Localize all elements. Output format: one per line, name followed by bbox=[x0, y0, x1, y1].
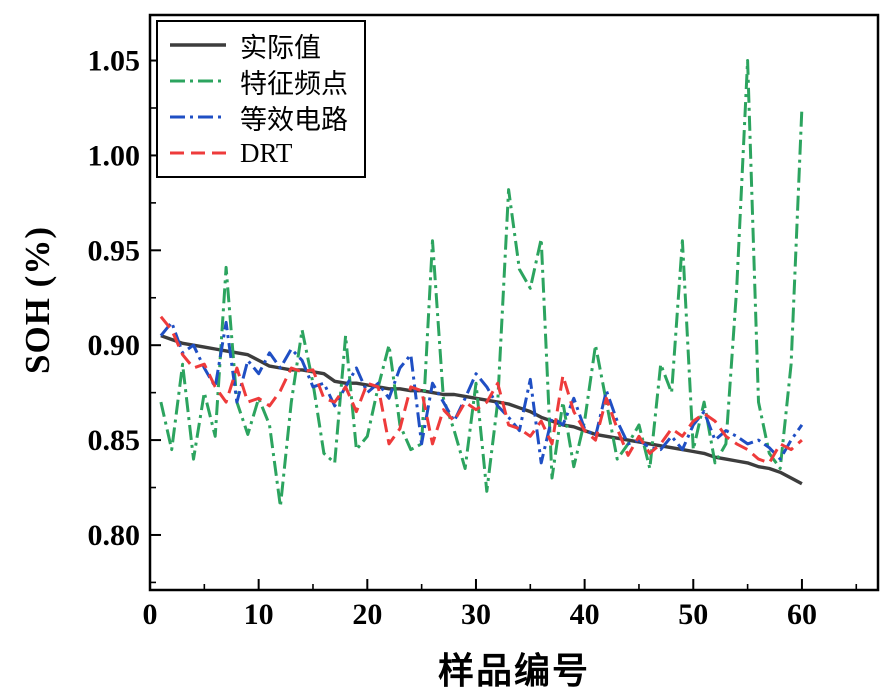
series-line-3 bbox=[159, 315, 803, 465]
plot-frame bbox=[148, 13, 880, 592]
y-tick-label: 0.85 bbox=[88, 424, 141, 457]
legend-item-actual: 实际值 bbox=[168, 27, 348, 63]
x-axis-title: 样品编号 bbox=[437, 651, 590, 691]
series-line-2 bbox=[159, 320, 804, 465]
y-axis-title: SOH (%) bbox=[18, 226, 57, 374]
y-tick-label: 0.95 bbox=[88, 234, 141, 267]
y-tick-label: 1.05 bbox=[88, 45, 141, 78]
legend-label: DRT bbox=[240, 137, 293, 168]
legend-item-equiv-circuit: 等效电路 bbox=[168, 99, 348, 135]
legend-label: 特征频点 bbox=[240, 68, 348, 99]
legend-line-sample bbox=[170, 115, 226, 119]
x-tick-label: 40 bbox=[570, 598, 600, 631]
y-tick-label: 0.90 bbox=[88, 329, 141, 362]
series-group bbox=[159, 59, 804, 508]
x-tick-label: 50 bbox=[678, 598, 708, 631]
legend-item-drt: DRT bbox=[168, 135, 348, 171]
legend-line-sample bbox=[170, 79, 226, 83]
x-tick-label: 60 bbox=[787, 598, 817, 631]
y-tick-label: 0.80 bbox=[88, 519, 141, 552]
x-tick-label: 0 bbox=[143, 598, 158, 631]
x-tick-label: 20 bbox=[352, 598, 382, 631]
legend-label: 实际值 bbox=[240, 32, 321, 63]
legend-line-sample bbox=[170, 43, 226, 47]
series-line-1 bbox=[159, 59, 804, 508]
x-tick-label: 30 bbox=[461, 598, 491, 631]
y-tick-label: 1.00 bbox=[88, 139, 141, 172]
series-line-0 bbox=[160, 334, 803, 486]
x-tick-label: 10 bbox=[244, 598, 274, 631]
legend-label: 等效电路 bbox=[240, 104, 348, 135]
legend-item-feature-freq: 特征频点 bbox=[168, 63, 348, 99]
legend: 实际值 特征频点 等效电路 DRT bbox=[156, 20, 366, 178]
legend-line-sample bbox=[170, 151, 226, 155]
